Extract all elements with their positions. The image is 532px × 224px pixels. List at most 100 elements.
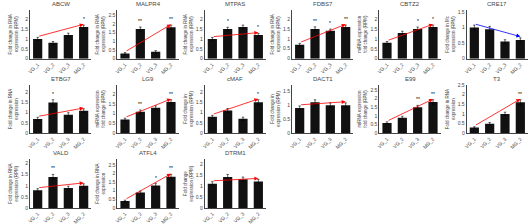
svg-text:Fold change inexpression (RPM): Fold change inexpression (RPM) [270,90,281,127]
svg-text:CRE17: CRE17 [487,1,507,7]
svg-text:*: * [155,175,157,181]
svg-text:VG_1: VG_1 [289,61,302,74]
svg-text:1: 1 [287,102,290,108]
svg-text:MG_2: MG_2 [334,61,348,75]
svg-text:VG_3: VG_3 [145,136,158,149]
svg-text:VG_2: VG_2 [217,61,230,74]
svg-text:**: ** [138,101,142,107]
svg-text:0: 0 [113,130,116,136]
svg-text:2.5: 2.5 [108,12,115,18]
svg-text:VG_3: VG_3 [58,136,71,149]
svg-text:0.5: 0.5 [458,40,465,46]
svg-text:MALPR4: MALPR4 [136,1,161,7]
svg-text:0: 0 [25,130,28,136]
svg-text:VG_2: VG_2 [304,136,317,149]
svg-text:1: 1 [375,113,378,119]
svg-text:Fold change in RNAexpression: Fold change in RNAexpression [445,89,456,129]
svg-text:VG_3: VG_3 [407,61,420,74]
svg-text:VG_2: VG_2 [392,61,405,74]
svg-text:VG_3: VG_3 [58,211,71,224]
svg-text:0.5: 0.5 [108,47,115,53]
svg-text:miRNA expressionfold change (R: miRNA expressionfold change (RPM) [95,90,106,128]
svg-text:Fold change in Mcexpression (R: Fold change in Mcexpression (RPM) [445,15,456,53]
svg-text:Fold change in RNAexpression (: Fold change in RNAexpression (RPM) [270,14,281,54]
svg-text:1: 1 [25,109,28,115]
svg-text:1.5: 1.5 [21,26,28,32]
svg-text:2: 2 [375,95,378,101]
svg-text:VG_2: VG_2 [42,136,55,149]
svg-text:0.5: 0.5 [370,46,377,52]
svg-text:0: 0 [200,130,203,136]
svg-text:VG_1: VG_1 [27,211,40,224]
svg-text:1: 1 [113,187,116,193]
svg-text:VG_2: VG_2 [42,61,55,74]
svg-text:miRNA expressionfold change (R: miRNA expressionfold change (RPM) [357,15,368,53]
svg-text:VG_1: VG_1 [27,136,40,149]
svg-text:0: 0 [462,55,465,61]
svg-text:FDBS7: FDBS7 [313,1,333,7]
svg-text:*: * [432,16,434,22]
svg-text:*: * [257,91,259,97]
svg-text:**: ** [169,16,173,22]
svg-text:1.5: 1.5 [108,101,115,107]
svg-text:1.5: 1.5 [21,171,28,177]
svg-text:0.5: 0.5 [458,120,465,126]
svg-text:2: 2 [287,16,290,22]
svg-text:VG_3: VG_3 [232,61,245,74]
svg-text:0.5: 0.5 [283,116,290,122]
svg-text:VG_1: VG_1 [289,136,302,149]
svg-text:2: 2 [25,16,28,22]
svg-text:**: ** [138,18,142,24]
svg-text:Fold changeexpression (RPM): Fold changeexpression (RPM) [183,165,194,202]
svg-text:LG9: LG9 [142,76,154,82]
svg-text:ETBG7: ETBG7 [51,76,71,82]
svg-text:Fold change in RNAexpression: Fold change in RNAexpression [95,164,106,204]
svg-text:VG_3: VG_3 [494,136,507,149]
svg-text:*: * [417,18,419,24]
svg-text:MG_2: MG_2 [247,61,261,75]
svg-text:2: 2 [25,89,28,95]
svg-text:2: 2 [200,161,203,167]
svg-text:VG_2: VG_2 [130,61,143,74]
svg-text:T3: T3 [493,76,501,82]
svg-text:cMAF: cMAF [227,76,243,82]
svg-text:*: * [227,18,229,24]
svg-text:0.5: 0.5 [196,120,203,126]
svg-text:2.5: 2.5 [108,162,115,168]
svg-text:0.5: 0.5 [283,45,290,51]
svg-text:1.5: 1.5 [108,29,115,35]
svg-text:MG_2: MG_2 [509,61,523,75]
svg-text:1.5: 1.5 [370,104,377,110]
svg-text:2: 2 [113,91,116,97]
svg-text:MG_2: MG_2 [247,136,261,150]
svg-text:VG_1: VG_1 [376,61,389,74]
svg-text:2.5: 2.5 [370,87,377,93]
svg-text:2: 2 [113,170,116,176]
svg-text:*: * [83,16,85,22]
svg-text:VG_1: VG_1 [27,61,40,74]
svg-text:VG_3: VG_3 [407,136,420,149]
svg-text:MG_2: MG_2 [247,211,261,224]
svg-text:MG_2: MG_2 [72,61,86,75]
svg-text:2: 2 [375,16,378,22]
svg-text:1.5: 1.5 [196,26,203,32]
svg-text:1: 1 [200,183,203,189]
svg-text:MG_2: MG_2 [334,136,348,150]
svg-text:2: 2 [113,21,116,27]
svg-text:1: 1 [113,110,116,116]
svg-text:**: ** [313,18,317,24]
svg-text:2.5: 2.5 [458,82,465,88]
svg-text:*: * [329,20,331,26]
svg-text:VG_3: VG_3 [232,136,245,149]
svg-text:VG_3: VG_3 [494,61,507,74]
svg-text:Fold change in RNAexpression (: Fold change in RNAexpression (RPM) [8,164,19,204]
svg-text:*: * [257,24,259,30]
svg-text:VG_2: VG_2 [217,136,230,149]
svg-text:VG_1: VG_1 [114,61,127,74]
svg-text:VG_1: VG_1 [202,61,215,74]
svg-text:1: 1 [200,36,203,42]
svg-text:1: 1 [462,24,465,30]
svg-text:DTRM1: DTRM1 [225,150,246,156]
svg-text:VG_3: VG_3 [320,61,333,74]
svg-text:1: 1 [25,183,28,189]
